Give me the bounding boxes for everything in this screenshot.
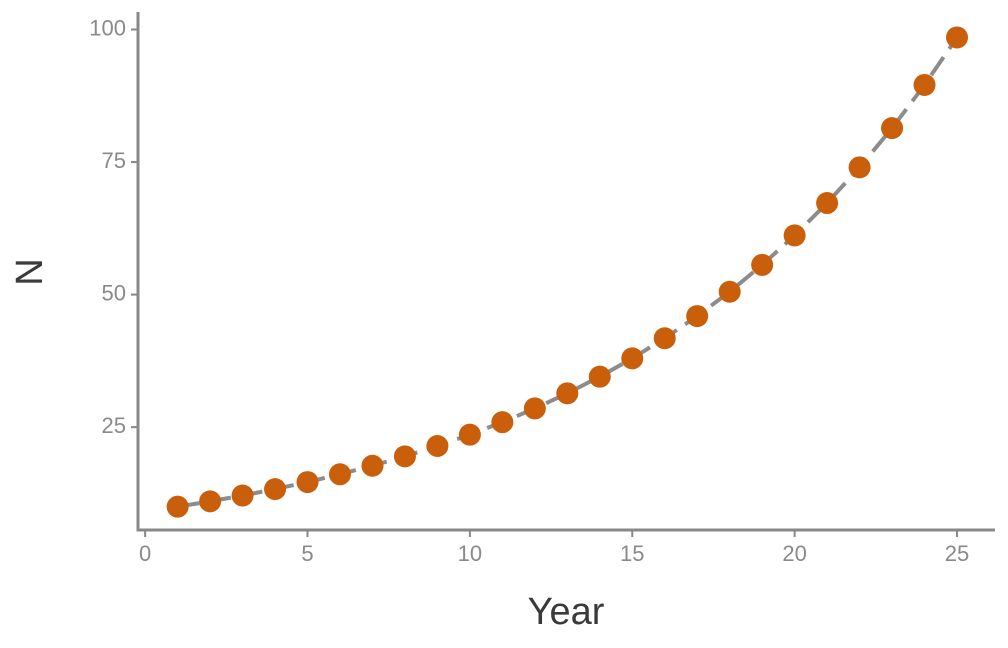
- x-tick-label: 0: [139, 541, 151, 566]
- data-point: [361, 454, 384, 477]
- data-point: [946, 26, 969, 49]
- data-point: [264, 478, 287, 501]
- data-point: [166, 495, 189, 518]
- data-point: [913, 73, 936, 96]
- data-point: [686, 305, 709, 328]
- data-point: [621, 347, 644, 370]
- x-tick-label: 25: [945, 541, 969, 566]
- series-line: [177, 36, 959, 509]
- y-tick-label: 25: [102, 413, 126, 438]
- data-point: [426, 435, 449, 458]
- y-tick-label: 50: [102, 280, 126, 305]
- data-point: [588, 365, 611, 388]
- data-point: [231, 484, 254, 507]
- y-tick-label: 75: [102, 148, 126, 173]
- x-axis-title: Year: [528, 591, 605, 633]
- x-tick-label: 20: [782, 541, 806, 566]
- data-point: [328, 463, 351, 486]
- data-point: [653, 327, 676, 350]
- x-tick-label: 5: [301, 541, 313, 566]
- data-point: [199, 490, 222, 513]
- data-point: [491, 411, 514, 434]
- data-point: [718, 280, 741, 303]
- data-point: [751, 253, 774, 276]
- data-point: [458, 423, 481, 446]
- data-point: [523, 397, 546, 420]
- data-point: [556, 382, 579, 405]
- y-axis-title: N: [9, 258, 51, 285]
- data-point: [881, 117, 904, 140]
- data-point: [296, 471, 319, 494]
- data-point: [393, 445, 416, 468]
- data-point: [783, 224, 806, 247]
- data-point: [816, 192, 839, 215]
- x-tick-label: 15: [620, 541, 644, 566]
- y-tick-label: 100: [89, 15, 126, 40]
- data-point: [848, 156, 871, 179]
- x-tick-label: 10: [458, 541, 482, 566]
